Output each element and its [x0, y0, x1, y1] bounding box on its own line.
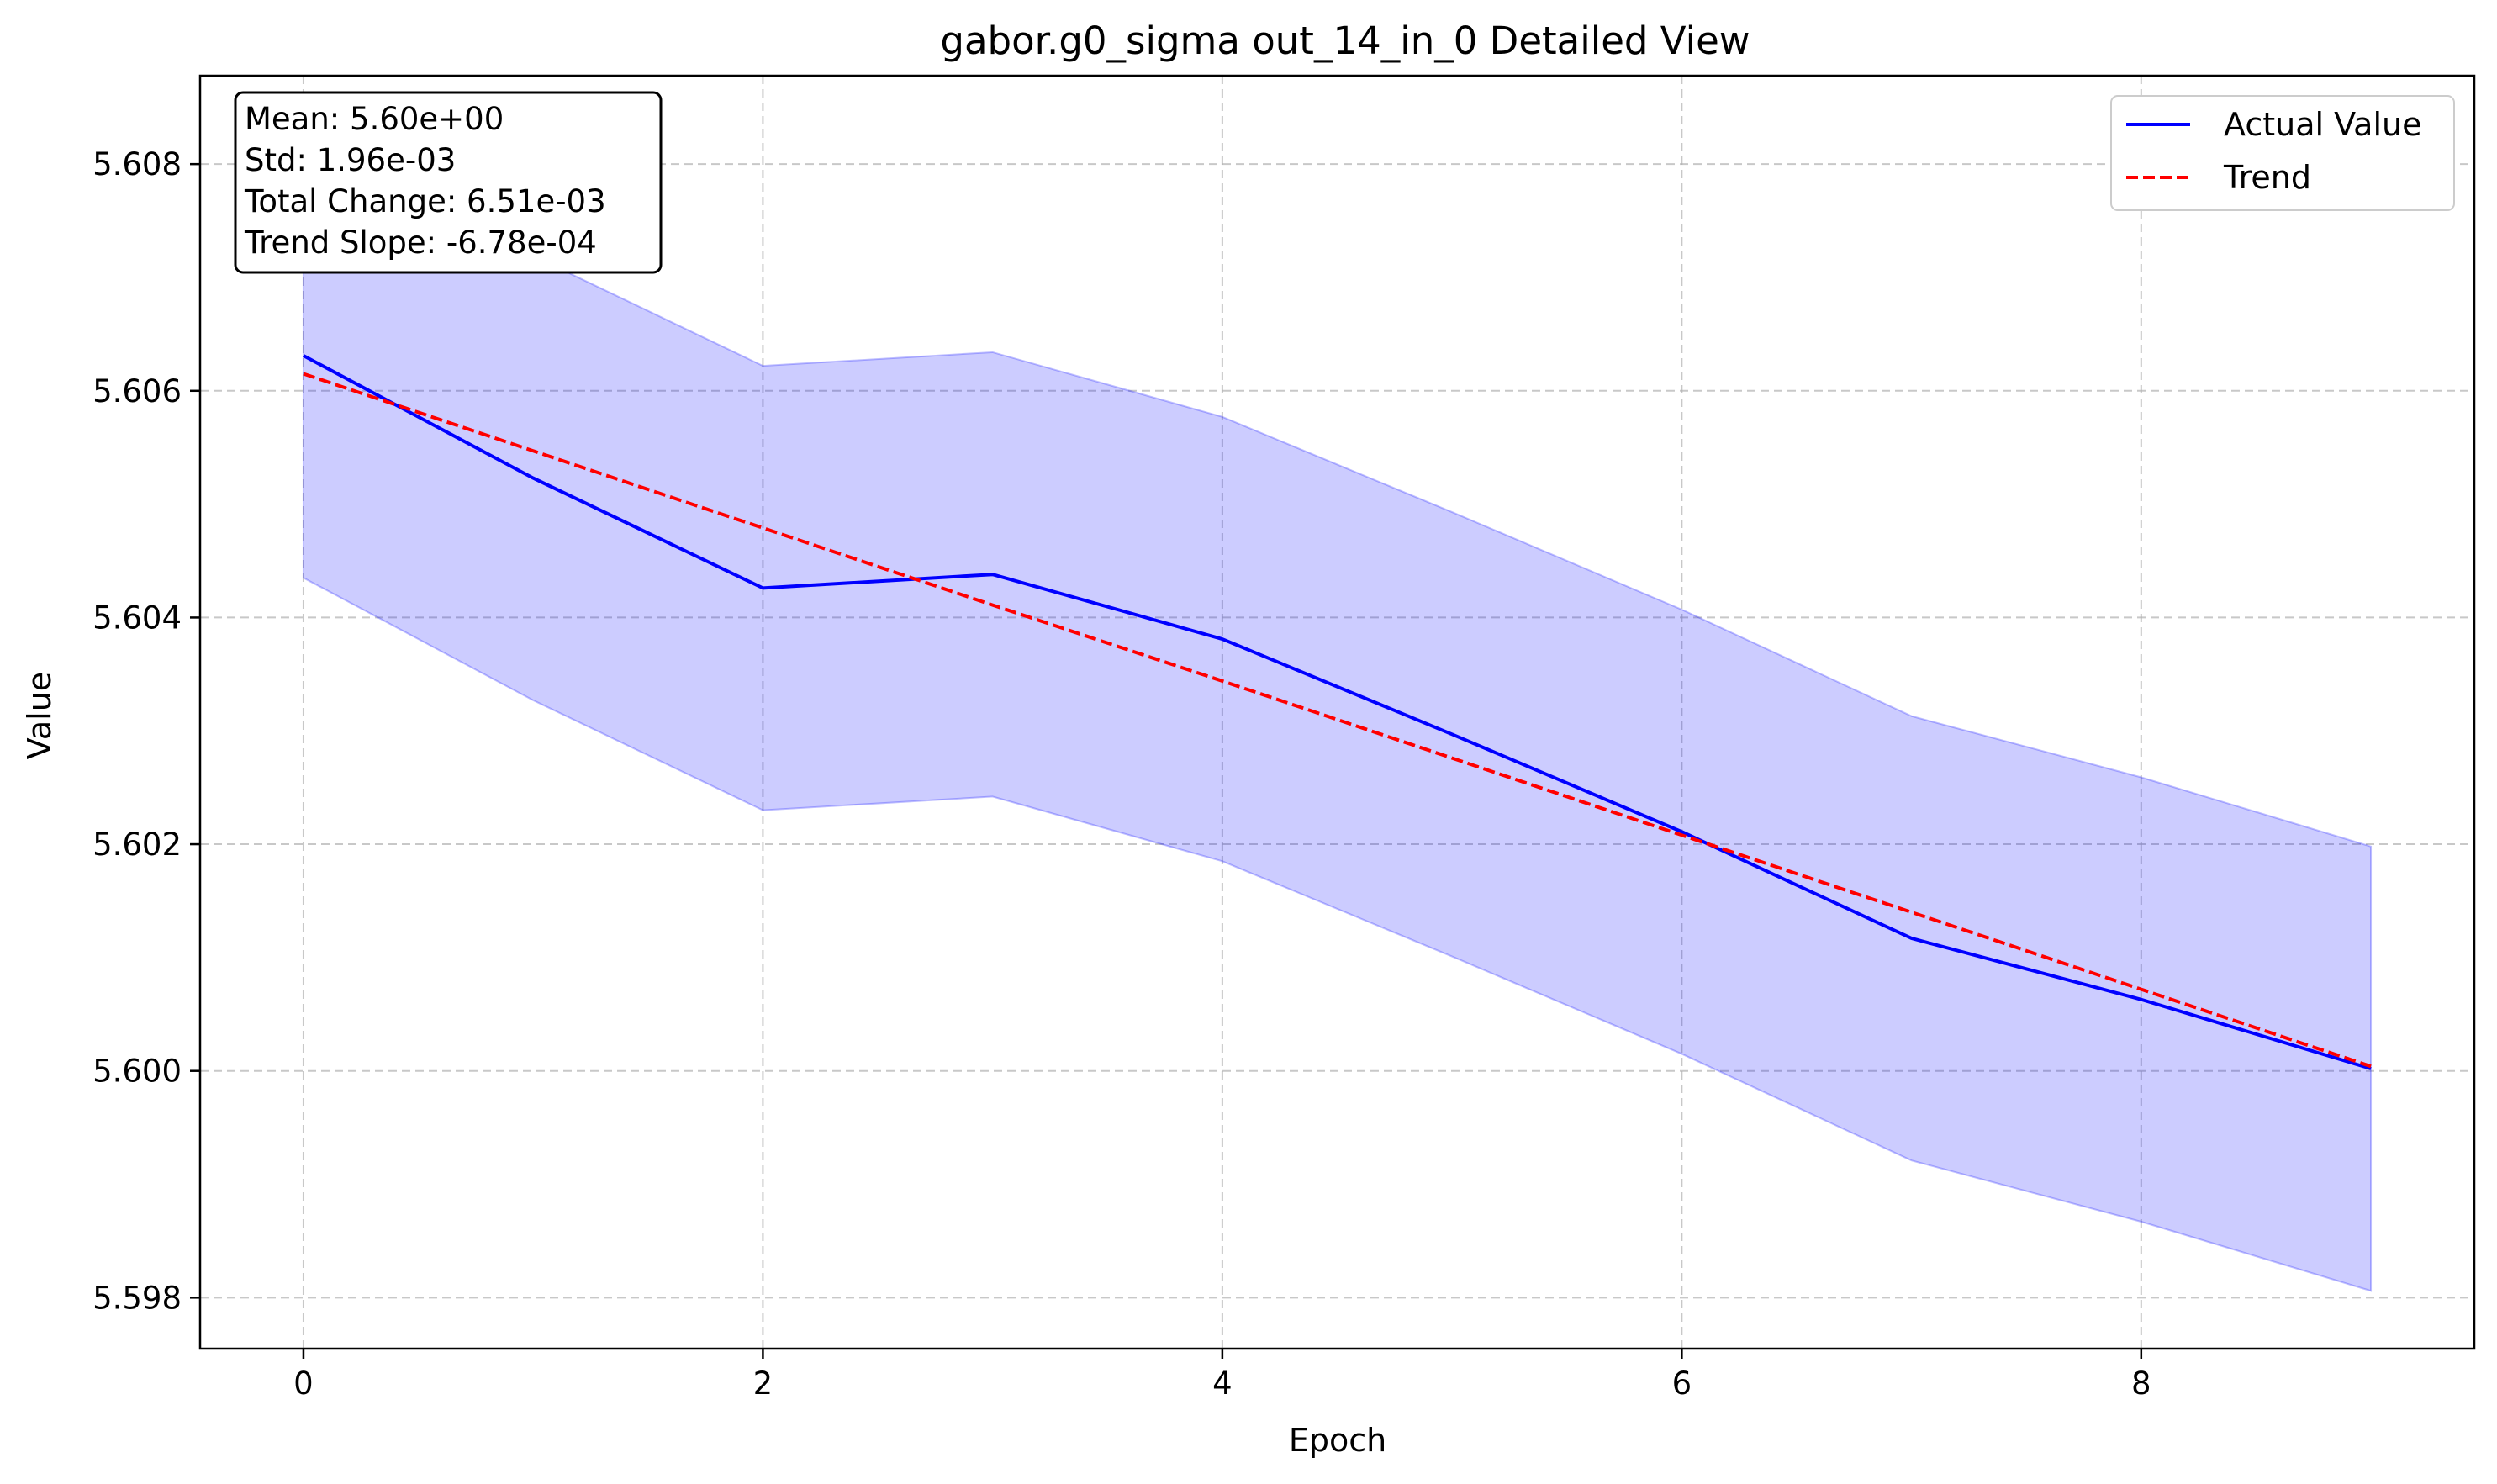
x-tick-label-3: 6	[1672, 1365, 1692, 1402]
y-tick-label-0: 5.598	[92, 1280, 182, 1316]
stats-std: Std: 1.96e-03	[245, 142, 456, 178]
band-layer	[302, 132, 2373, 1292]
legend-label-trend: Trend	[2223, 159, 2311, 196]
legend: Actual Value Trend	[2110, 95, 2455, 211]
y-tick-label-3: 5.604	[92, 599, 182, 636]
legend-frame	[2110, 95, 2455, 211]
x-tick-label-0: 0	[293, 1365, 314, 1402]
series-layer	[303, 354, 2372, 1070]
axis-layer: 0 2 4 6 8 5.598 5.600 5.602 5.604 5.606 5.608	[92, 74, 2476, 1402]
x-tick-label-1: 2	[753, 1365, 773, 1402]
series-line-trend	[303, 372, 2372, 1069]
series-line-actual-value	[303, 354, 2372, 1070]
plot-frame	[198, 74, 2476, 1350]
y-tick-label-1: 5.600	[92, 1054, 182, 1090]
chart-title: gabor.g0_sigma out_14_in_0 Detailed View	[940, 18, 1750, 63]
y-tick-label-2: 5.602	[92, 826, 182, 863]
stats-box: Mean: 5.60e+00 Std: 1.96e-03 Total Chang…	[234, 91, 663, 274]
x-tick-label-2: 4	[1212, 1365, 1233, 1402]
x-axis-title: Epoch	[1289, 1422, 1386, 1459]
grid-layer	[200, 76, 2474, 1349]
x-tick-label-4: 8	[2131, 1365, 2151, 1402]
y-tick-label-4: 5.606	[92, 373, 182, 409]
stats-box-frame	[234, 91, 663, 274]
legend-label-actual-value: Actual Value	[2224, 106, 2421, 143]
stats-mean: Mean: 5.60e+00	[245, 101, 504, 137]
confidence-band	[302, 132, 2373, 1292]
stats-trend-slope: Trend Slope: -6.78e-04	[244, 224, 597, 261]
y-axis-title: Value	[21, 672, 58, 759]
stats-total-change: Total Change: 6.51e-03	[244, 183, 606, 219]
y-tick-label-5: 5.608	[92, 146, 182, 182]
